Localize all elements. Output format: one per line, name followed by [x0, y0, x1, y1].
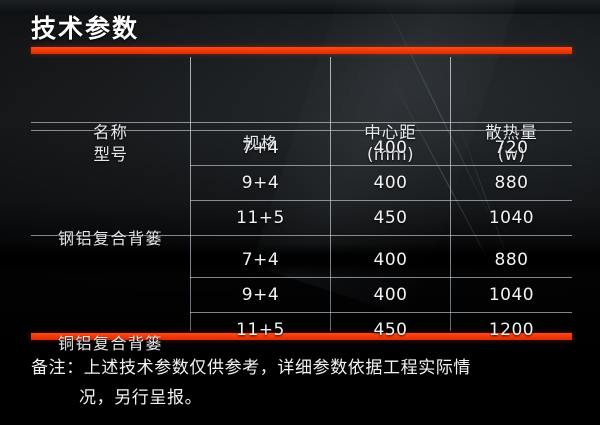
header-distance-line1: 中心距	[364, 123, 417, 143]
row-divider	[31, 130, 572, 131]
accent-bar-bottom	[31, 333, 572, 340]
group-label-text: 铜铝复合背篓	[57, 333, 163, 353]
header-cell-name: 名称 型号	[31, 112, 190, 176]
cell-heat: 880	[494, 249, 529, 270]
cell-distance: 450	[373, 319, 408, 340]
row-divider	[190, 312, 572, 313]
cell-distance: 400	[373, 249, 408, 270]
group-label-1: 铜铝复合背篓	[31, 296, 190, 387]
cell-spec: 9+4	[241, 172, 280, 193]
specs-table: 名称 型号 规格 中心距 (mm) 散热量 (w) 钢铝复合背篓 铜铝复合背篓 …	[0, 54, 600, 353]
cell-spec: 9+4	[241, 284, 280, 305]
header-name-line2: 型号	[93, 145, 128, 164]
group-label-text: 钢铝复合背篓	[57, 228, 163, 248]
cell-spec: 11+5	[236, 207, 285, 228]
row-divider	[190, 200, 572, 201]
cell-distance: 400	[373, 284, 408, 305]
group-label-0: 钢铝复合背篓	[31, 184, 190, 289]
background-top-strip	[0, 0, 600, 14]
cell-distance: 400	[373, 172, 408, 193]
cell-spec: 11+5	[236, 319, 285, 340]
row-divider	[31, 122, 572, 123]
column-divider	[190, 57, 191, 331]
cell-distance: 400	[373, 137, 408, 158]
accent-bar-top	[31, 47, 572, 54]
header-heat-line1: 散热量	[485, 123, 538, 143]
footer-note-line1: 备注：上述技术参数仅供参考，详细参数依据工程实际情	[31, 358, 471, 378]
cell-heat: 720	[494, 137, 529, 158]
page-title: 技术参数	[31, 14, 140, 43]
header-distance-line2: (mm)	[366, 145, 415, 164]
footer-note: 备注：上述技术参数仅供参考，详细参数依据工程实际情 况，另行呈报。	[31, 353, 576, 413]
header-cell-spec: 规格	[191, 112, 330, 176]
header-cell-center-distance: 中心距 (mm)	[331, 112, 450, 176]
cell-heat: 1040	[488, 207, 535, 228]
cell-distance: 450	[373, 207, 408, 228]
row-divider	[190, 165, 572, 166]
footer-note-line2: 况，另行呈报。	[79, 388, 203, 408]
row-divider	[31, 235, 572, 236]
header-spec-label: 规格	[243, 134, 278, 154]
column-divider	[330, 57, 331, 331]
cell-spec: 7+4	[241, 137, 280, 158]
header-cell-heat-output: 散热量 (w)	[451, 112, 572, 176]
cell-heat: 1200	[488, 319, 535, 340]
cell-heat: 880	[494, 172, 529, 193]
column-divider	[450, 57, 451, 331]
cell-heat: 1040	[488, 284, 535, 305]
header-heat-line2: (w)	[497, 145, 526, 164]
header-name-line1: 名称	[93, 123, 128, 143]
cell-spec: 7+4	[241, 249, 280, 270]
row-divider	[190, 277, 572, 278]
